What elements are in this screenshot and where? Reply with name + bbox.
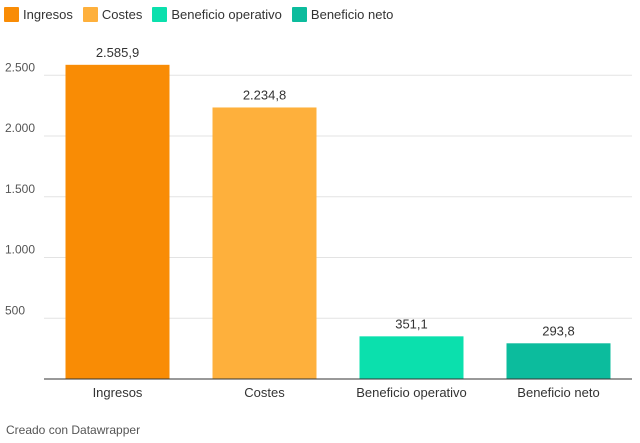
bar-chart: 500 1.000 1.500 2.000 2.500 2.585,9 Ingresos 2.…	[5, 45, 632, 400]
value-label-ingresos: 2.585,9	[96, 45, 139, 60]
legend-label-ingresos: Ingresos	[23, 7, 73, 22]
y-tick-label-2500: 2.500	[5, 60, 35, 74]
legend-label-beneficio-neto: Beneficio neto	[310, 7, 394, 22]
value-label-beneficio-neto: 293,8	[542, 323, 575, 338]
datawrapper-credit: Creado con Datawrapper	[6, 423, 141, 437]
value-label-costes: 2.234,8	[243, 87, 286, 102]
legend-swatch-beneficio-operativo	[152, 7, 168, 22]
chart-legend: Ingresos Costes Beneficio operativo Bene…	[4, 7, 403, 22]
legend-item-beneficio-operativo: Beneficio operativo	[152, 7, 282, 22]
x-tick-label-costes: Costes	[244, 385, 285, 400]
y-tick-label-500: 500	[5, 303, 25, 317]
legend-swatch-costes	[82, 7, 98, 22]
x-tick-label-beneficio-operativo: Beneficio operativo	[356, 385, 467, 400]
x-tick-label-ingresos: Ingresos	[93, 385, 143, 400]
legend-item-beneficio-neto: Beneficio neto	[291, 7, 394, 22]
bar-ingresos	[65, 64, 170, 380]
legend-item-costes: Costes	[82, 7, 143, 22]
legend-swatch-ingresos	[4, 7, 19, 22]
legend-label-costes: Costes	[101, 7, 143, 22]
legend-label-beneficio-operativo: Beneficio operativo	[171, 7, 282, 22]
y-tick-label-1500: 1.500	[5, 182, 35, 196]
y-tick-label-1000: 1.000	[5, 243, 35, 257]
legend-item-ingresos: Ingresos	[4, 7, 73, 22]
legend-swatch-beneficio-neto	[291, 7, 307, 22]
bar-beneficio-operativo	[359, 336, 464, 379]
bar-beneficio-neto	[506, 343, 611, 379]
value-label-beneficio-operativo: 351,1	[395, 316, 428, 331]
x-tick-label-beneficio-neto: Beneficio neto	[517, 385, 599, 400]
bar-costes	[212, 107, 317, 379]
y-tick-label-2000: 2.000	[5, 121, 35, 135]
